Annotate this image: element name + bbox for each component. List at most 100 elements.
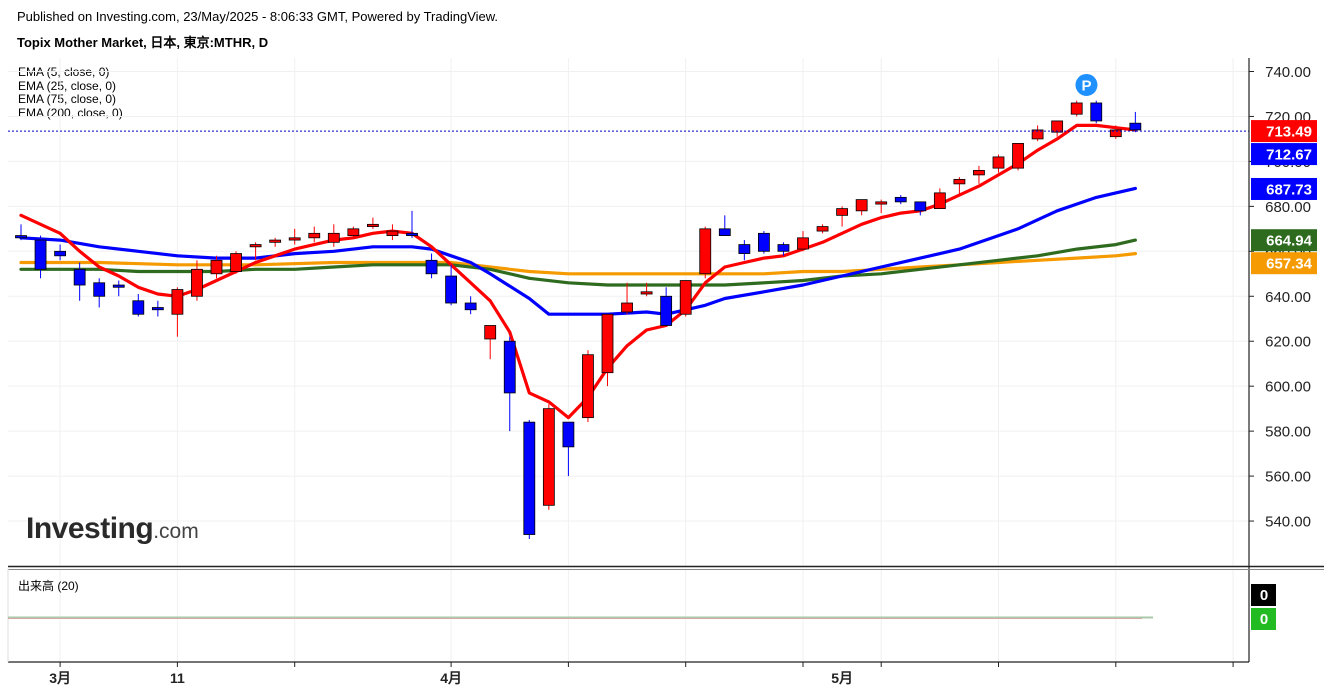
indicator-ema75-label[interactable]: EMA (75, close, 0) — [18, 92, 117, 107]
candle — [484, 325, 497, 360]
candle-body — [112, 284, 125, 288]
candle-body — [992, 156, 1005, 169]
p-marker[interactable]: P — [1075, 73, 1098, 96]
candle-body — [132, 300, 145, 315]
chart-axes — [7, 58, 1324, 663]
candle — [445, 264, 458, 306]
candle-body — [816, 226, 829, 232]
candle — [640, 282, 653, 297]
volume-tag-bg — [1251, 608, 1276, 630]
indicator-ema5-label[interactable]: EMA (5, close, 0) — [18, 65, 110, 79]
candle — [347, 226, 360, 238]
candle — [191, 260, 203, 301]
y-tick-label: 640.00 — [1265, 289, 1311, 306]
candle — [464, 296, 477, 315]
candle-body — [230, 253, 242, 272]
volume-label: 出来高 (20) — [18, 579, 79, 593]
candle-body — [464, 302, 477, 311]
candle-body — [542, 408, 555, 506]
candle — [582, 350, 594, 423]
candle — [73, 262, 86, 301]
candle-body — [679, 280, 692, 315]
candle-body — [621, 302, 633, 313]
published-info: Published on Investing.com, 23/May/2025 … — [17, 9, 499, 24]
candle-body — [249, 244, 262, 248]
candle-body — [327, 232, 340, 243]
price-tag-bg — [1251, 120, 1317, 143]
candle — [171, 287, 184, 337]
marker-circle — [1075, 73, 1098, 96]
y-tick-label: 560.00 — [1265, 469, 1311, 486]
candle-body — [660, 295, 673, 326]
ema-line-5 — [19, 123, 1138, 420]
candle — [1051, 120, 1064, 137]
candle — [366, 217, 379, 229]
candle-body — [484, 325, 497, 340]
volume-tag-bg — [1251, 584, 1276, 606]
candle — [1129, 111, 1142, 133]
x-tick-label: 3月 — [49, 670, 71, 686]
candle — [288, 228, 301, 245]
candle — [1012, 143, 1024, 171]
candle — [93, 278, 106, 308]
price-tag-label: 713.49 — [1266, 124, 1312, 141]
candle — [797, 231, 809, 252]
ema-lines — [19, 123, 1138, 420]
y-tick-label: 580.00 — [1265, 424, 1311, 441]
candle — [875, 199, 888, 214]
candle — [933, 188, 946, 210]
candle — [621, 282, 633, 315]
candle-body — [777, 244, 790, 252]
candle-body — [914, 201, 927, 212]
candle-body — [269, 239, 282, 243]
price-tag-label: 687.73 — [1266, 181, 1312, 198]
candle — [523, 419, 536, 540]
price-tag-label: 657.34 — [1266, 256, 1313, 273]
x-tick-label: 11 — [170, 670, 185, 686]
candle — [112, 280, 125, 297]
candle — [1070, 100, 1083, 117]
candle — [679, 280, 692, 317]
candle — [836, 206, 848, 227]
candle — [953, 177, 966, 196]
candle — [327, 224, 340, 247]
candle — [386, 224, 399, 241]
investing-logo: Investing.com — [26, 512, 199, 546]
x-tick-label: 5月 — [831, 670, 853, 686]
candle-body — [93, 282, 106, 297]
candle — [542, 404, 555, 510]
y-tick-label: 620.00 — [1265, 334, 1311, 351]
candle-body — [836, 208, 848, 216]
candle — [562, 421, 575, 477]
candle-body — [797, 237, 809, 250]
candle — [230, 251, 242, 274]
candle — [503, 336, 516, 432]
price-tags: 713.49 712.67 687.73 664.94 657.34 — [1251, 120, 1317, 275]
candle-body — [601, 313, 614, 374]
price-tag-bg — [1251, 252, 1317, 275]
candle — [54, 244, 66, 261]
x-tick-label: 4月 — [440, 670, 462, 686]
candle-body — [1031, 129, 1044, 140]
candle — [249, 242, 262, 261]
candle-body — [386, 230, 399, 236]
candle-body — [171, 289, 184, 315]
candle-body — [523, 421, 536, 535]
candle-body — [151, 307, 164, 311]
volume-panel: 00 — [8, 584, 1276, 630]
y-tick-label: 540.00 — [1265, 514, 1311, 531]
candle — [601, 313, 614, 387]
price-tag-bg — [1251, 229, 1317, 252]
volume-tag-label: 0 — [1260, 611, 1268, 628]
candle — [269, 237, 282, 247]
candle — [15, 224, 27, 241]
candle-body — [288, 237, 301, 241]
indicator-ema25-label[interactable]: EMA (25, close, 0) — [18, 78, 117, 93]
candle — [894, 195, 907, 205]
candle — [1031, 125, 1044, 142]
candle — [660, 287, 673, 326]
candle-body — [503, 340, 516, 394]
candle — [308, 226, 321, 243]
candle — [718, 215, 731, 236]
